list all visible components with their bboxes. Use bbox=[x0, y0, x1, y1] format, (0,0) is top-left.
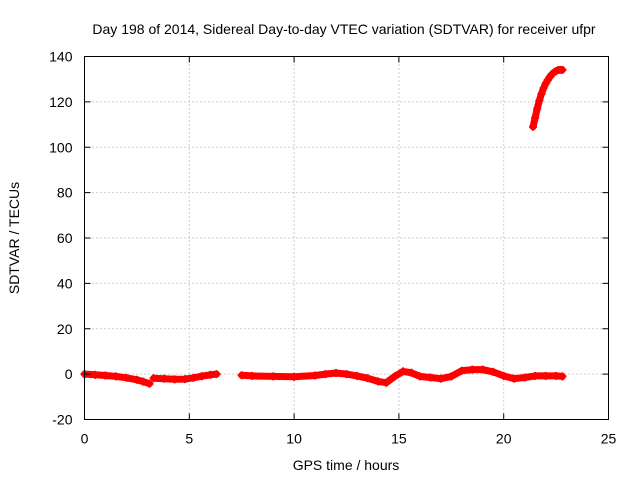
data-point bbox=[537, 89, 546, 98]
data-point bbox=[558, 372, 567, 381]
y-tick-label: 120 bbox=[49, 94, 73, 110]
y-tick-label: -20 bbox=[52, 412, 72, 428]
y-tick-label: 60 bbox=[57, 230, 73, 246]
data-point bbox=[90, 370, 99, 379]
data-point bbox=[447, 372, 456, 381]
data-point bbox=[407, 368, 416, 377]
x-tick-label: 25 bbox=[601, 431, 617, 447]
data-point bbox=[541, 371, 550, 380]
y-axis-title: SDTVAR / TECUs bbox=[6, 182, 22, 294]
data-point bbox=[332, 368, 341, 377]
data-point bbox=[510, 374, 519, 383]
data-point bbox=[390, 372, 399, 381]
plot-frame bbox=[84, 56, 609, 420]
y-tick-label: 20 bbox=[57, 321, 73, 337]
data-point bbox=[290, 372, 299, 381]
data-point bbox=[436, 374, 445, 383]
x-tick-label: 10 bbox=[286, 431, 302, 447]
data-point bbox=[415, 372, 424, 381]
data-point bbox=[145, 379, 154, 388]
data-point bbox=[181, 375, 190, 384]
y-tick-label: 40 bbox=[57, 275, 73, 291]
data-point bbox=[499, 371, 508, 380]
data-point bbox=[149, 374, 158, 383]
data-point bbox=[489, 367, 498, 376]
tick-labels: 0 5 10 15 20 25 -20 0 20 40 60 80 100 120 140 bbox=[49, 49, 616, 447]
data-point bbox=[373, 377, 382, 386]
data-point bbox=[197, 372, 206, 381]
data-point bbox=[101, 371, 110, 380]
data-point bbox=[248, 371, 257, 380]
data-point bbox=[160, 374, 169, 383]
x-tick-label: 20 bbox=[496, 431, 512, 447]
data-point bbox=[539, 84, 548, 93]
data-point bbox=[132, 375, 141, 384]
data-point bbox=[478, 365, 487, 374]
data-point bbox=[352, 371, 361, 380]
series-layer bbox=[80, 65, 567, 388]
x-axis-title: GPS time / hours bbox=[293, 457, 400, 473]
ticks bbox=[84, 56, 609, 420]
data-point bbox=[122, 373, 131, 382]
data-point bbox=[468, 365, 477, 374]
data-point bbox=[426, 373, 435, 382]
chart-title: Day 198 of 2014, Sidereal Day-to-day VTE… bbox=[92, 21, 596, 37]
data-point bbox=[520, 373, 529, 382]
data-point bbox=[531, 113, 540, 122]
data-point bbox=[111, 372, 120, 381]
data-point bbox=[533, 104, 542, 113]
data-point bbox=[558, 65, 567, 74]
data-point bbox=[342, 370, 351, 379]
data-point bbox=[321, 370, 330, 379]
x-tick-label: 5 bbox=[185, 431, 193, 447]
y-tick-label: 80 bbox=[57, 185, 73, 201]
data-point bbox=[457, 366, 466, 375]
y-tick-label: 0 bbox=[65, 366, 73, 382]
y-tick-label: 100 bbox=[49, 139, 73, 155]
x-tick-label: 15 bbox=[391, 431, 407, 447]
data-point bbox=[399, 367, 408, 376]
data-point bbox=[382, 378, 391, 387]
data-point bbox=[531, 371, 540, 380]
data-point bbox=[189, 373, 198, 382]
data-point bbox=[212, 370, 221, 379]
data-point bbox=[139, 377, 148, 386]
grid bbox=[84, 56, 609, 420]
data-point bbox=[170, 375, 179, 384]
data-point bbox=[535, 96, 544, 105]
data-point bbox=[363, 374, 372, 383]
data-point bbox=[237, 371, 246, 380]
y-tick-label: 140 bbox=[49, 49, 73, 65]
x-tick-label: 0 bbox=[81, 431, 89, 447]
data-point bbox=[269, 372, 278, 381]
data-point bbox=[529, 122, 538, 131]
data-point bbox=[311, 371, 320, 380]
